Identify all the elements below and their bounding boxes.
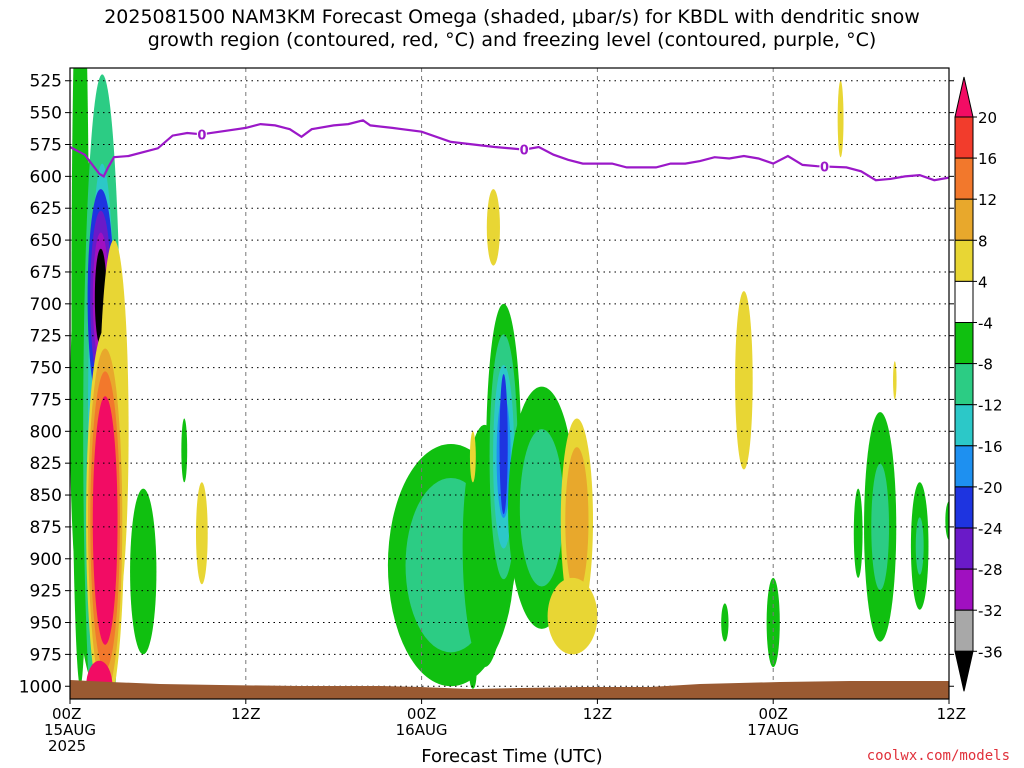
aug17-green-far-level-1: [915, 517, 924, 575]
y-tick-label-750: 750: [30, 359, 62, 379]
colorbar-box-7: [954, 363, 974, 406]
omega-shading: [70, 68, 949, 699]
freezing-level-label-1: 0: [520, 144, 529, 159]
aug16-green-dot-level-0: [469, 658, 477, 689]
y-tick-label-950: 950: [30, 614, 62, 634]
aug17-yellow-tick-level-0: [893, 361, 897, 400]
terrain-ground-strip: [70, 680, 949, 699]
colorbar-label-7: -12: [978, 397, 1003, 415]
green-sliver-a-level-0: [181, 418, 188, 483]
aug16-updraft-core-level-0: [499, 373, 508, 515]
x-tick-year-0: 2025: [48, 737, 86, 755]
aug16-yellow-sliver-level-0: [469, 431, 476, 483]
freezing-level-contour: 0 0 0: [70, 119, 949, 182]
colorbar-label-0: 20: [978, 109, 997, 127]
freezing-label-bg-2: [819, 158, 830, 173]
y-tick-label-700: 700: [30, 295, 62, 315]
colorbar-box-3: [954, 198, 974, 241]
x-axis-title: Forecast Time (UTC): [421, 746, 603, 767]
colorbar-box-4: [954, 239, 974, 282]
early-ascent-core-level-3: [92, 396, 118, 645]
freezing-label-bg-0: [196, 126, 207, 141]
site-credit: coolwx.com/models: [866, 748, 1010, 764]
x-tick-date-48: 17AUG: [747, 721, 799, 739]
x-tick-label-36: 12Z: [583, 705, 612, 723]
y-tick-label-1000: 1000: [19, 677, 62, 697]
colorbar-label-1: 16: [978, 150, 997, 168]
colorbar-label-3: 8: [978, 232, 988, 250]
colorbar-label-8: -16: [978, 438, 1003, 456]
pressure-axis: 525 550 575 600 625 650 675 700 725 750 775 800 825 8…: [19, 72, 954, 697]
colorbar-box-12: [954, 568, 974, 611]
aug16-yellow-orange-level-1: [565, 447, 589, 594]
freezing-label-bg-1: [519, 141, 530, 156]
y-tick-label-650: 650: [30, 231, 62, 251]
freezing-level-label-0: 0: [197, 128, 206, 143]
x-tick-label-48: 00Z: [759, 705, 788, 723]
colorbar-box-2: [954, 157, 974, 200]
y-tick-label-575: 575: [30, 135, 62, 155]
y-tick-label-600: 600: [30, 167, 62, 187]
colorbar-box-6: [954, 322, 974, 365]
colorbar-box-10: [954, 486, 974, 529]
colorbar-bottom-arrow: [954, 650, 974, 692]
y-tick-label-725: 725: [30, 327, 62, 347]
colorbar-label-11: -28: [978, 561, 1003, 579]
freezing-level-line: [70, 119, 949, 182]
colorbar-label-12: -32: [978, 602, 1003, 620]
aug17-yellow-upper-level-0: [837, 80, 844, 158]
y-tick-label-975: 975: [30, 645, 62, 665]
y-tick-label-525: 525: [30, 72, 62, 92]
aug16-yellow-base-level-0: [547, 577, 598, 655]
colorbar-box-13: [954, 609, 974, 652]
colorbar-label-9: -20: [978, 479, 1003, 497]
plot-frame: [69, 67, 950, 700]
colorbar-box-1: [954, 116, 974, 159]
x-tick-label-24: 00Z: [407, 705, 436, 723]
y-tick-label-925: 925: [30, 582, 62, 602]
y-tick-label-625: 625: [30, 199, 62, 219]
omega-colorbar: 20 16 12 8 4 -4 -8 -12 -16 -20 -24 -28 -32 -36: [954, 76, 1003, 692]
colorbar-label-2: 12: [978, 191, 997, 209]
terrain-fill: [70, 680, 949, 699]
green-patch-a-level-0: [130, 488, 157, 655]
colorbar-box-11: [954, 527, 974, 570]
x-tick-label-12: 12Z: [231, 705, 260, 723]
yellow-patch-a-level-0: [195, 482, 208, 585]
colorbar-box-9: [954, 445, 974, 488]
y-tick-label-875: 875: [30, 518, 62, 538]
y-tick-label-550: 550: [30, 104, 62, 124]
aug17-green-edge-level-0: [945, 501, 949, 540]
aug16-yellow-upper-level-0: [486, 189, 500, 266]
colorbar-label-5: -4: [978, 315, 993, 333]
y-tick-label-825: 825: [30, 454, 62, 474]
colorbar-box-5: [954, 280, 974, 323]
colorbar-label-13: -36: [978, 643, 1003, 661]
colorbar-box-8: [954, 404, 974, 447]
y-tick-label-850: 850: [30, 486, 62, 506]
chart-title-line1: 2025081500 NAM3KM Forecast Omega (shaded…: [104, 6, 920, 28]
freezing-level-label-2: 0: [820, 160, 829, 175]
x-tick-label-0: 00Z: [52, 705, 81, 723]
x-tick-date-24: 16AUG: [396, 721, 448, 739]
aug17-yellow-column-level-0: [735, 291, 753, 470]
y-tick-label-800: 800: [30, 422, 62, 442]
x-tick-label-60: 12Z: [937, 705, 966, 723]
aug17-green-small-level-0: [853, 488, 863, 578]
colorbar-label-4: 4: [978, 273, 988, 291]
x-tick-date-0: 15AUG: [44, 721, 96, 739]
y-tick-label-675: 675: [30, 263, 62, 283]
colorbar-label-10: -24: [978, 520, 1003, 538]
y-tick-label-775: 775: [30, 390, 62, 410]
aug16-green-right-level-1: [519, 429, 564, 587]
chart-title-line2: growth region (contoured, red, °C) and f…: [147, 29, 877, 51]
y-tick-label-900: 900: [30, 550, 62, 570]
colorbar-label-6: -8: [978, 356, 993, 374]
colorbar-top-arrow: [954, 76, 974, 118]
